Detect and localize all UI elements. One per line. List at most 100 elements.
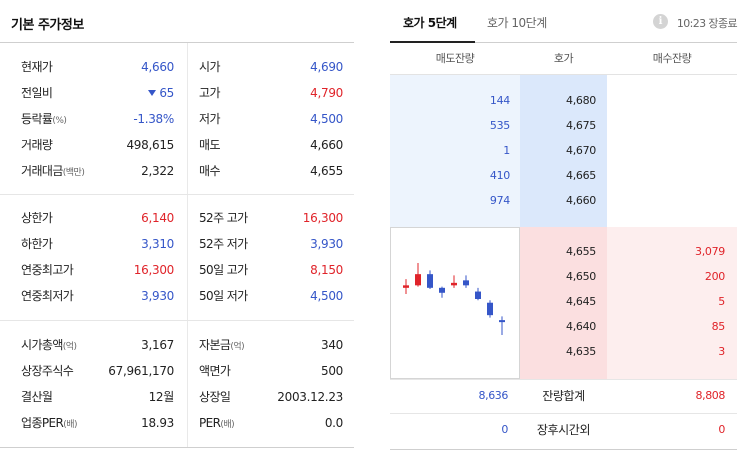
info-label: 결산월 (21, 390, 53, 404)
info-value: 16,300 (302, 211, 344, 225)
company-group: 시가총액(억) 3,167 자본금(억) 340 상장주식수 67,961,170 액면가 5… (0, 332, 354, 436)
info-value: 498,615 (126, 138, 174, 152)
bid-price[interactable]: 4,640 (566, 320, 596, 333)
candle (415, 262, 421, 287)
header-divider (390, 74, 737, 75)
candle-body (415, 274, 421, 286)
mini-chart-svg (403, 262, 505, 336)
info-row: 등락률(%) -1.38% 저가 4,500 (0, 106, 354, 132)
info-label: 매도 (199, 138, 220, 152)
bottom-divider (0, 447, 354, 448)
candle (463, 275, 469, 288)
ask-price[interactable]: 4,670 (566, 144, 596, 157)
header-price: 호가 (553, 52, 574, 65)
info-value: -1.38% (133, 112, 174, 126)
candle-body (451, 282, 457, 286)
ask-qty: 144 (489, 94, 510, 107)
ask-price[interactable]: 4,680 (566, 94, 596, 107)
info-label: 50일 저가 (199, 289, 248, 303)
info-value: 12월 (148, 390, 175, 404)
bid-price[interactable]: 4,655 (566, 245, 596, 258)
info-value: 4,660 (141, 60, 174, 74)
bid-area (607, 227, 737, 379)
header-ask-qty: 매도잔량 (435, 52, 475, 65)
info-value: 6,140 (141, 211, 174, 225)
info-value: 500 (320, 364, 343, 378)
info-label: 연중최저가 (21, 289, 74, 303)
mini-candle-chart (390, 227, 520, 379)
info-label: 저가 (199, 112, 220, 126)
basic-info-title: 기본 주가정보 (11, 18, 84, 33)
info-row: 시가총액(억) 3,167 자본금(억) 340 (0, 332, 354, 358)
group-divider (0, 194, 354, 195)
info-row: 상장주식수 67,961,170 액면가 500 (0, 358, 354, 384)
candle-body (427, 274, 433, 288)
info-value: 67,961,170 (108, 364, 174, 378)
info-label: 하한가 (21, 237, 53, 251)
info-row: 전일비 65 고가 4,790 (0, 80, 354, 106)
info-value: 4,660 (310, 138, 343, 152)
market-status: 10:23 장종료 (676, 17, 738, 30)
info-label: 연중최고가 (21, 263, 74, 277)
total-label: 잔량합계 (542, 389, 585, 403)
bid-qty: 3 (718, 345, 725, 358)
candle (451, 275, 457, 288)
candle (439, 286, 445, 298)
candle (487, 300, 493, 318)
info-label: 현재가 (21, 60, 53, 74)
bid-price[interactable]: 4,635 (566, 345, 596, 358)
candle-body (463, 280, 469, 286)
info-label: 상장일 (199, 390, 231, 404)
info-label: 상장주식수 (21, 364, 74, 378)
ask-area (390, 75, 520, 227)
tab-orderbook-10[interactable]: 호가 10단계 (487, 16, 547, 30)
info-label: 자본금(억) (199, 338, 245, 352)
bid-price[interactable]: 4,645 (566, 295, 596, 308)
info-value: 3,930 (310, 237, 343, 251)
info-row: 상한가 6,140 52주 고가 16,300 (0, 205, 354, 231)
info-label: 전일비 (21, 86, 53, 100)
limit-group: 상한가 6,140 52주 고가 16,300 하한가 3,310 52주 저가 3,930 연… (0, 205, 354, 309)
info-row: 결산월 12월 상장일 2003.12.23 (0, 384, 354, 410)
bottom-divider (390, 449, 737, 450)
column-divider (187, 43, 188, 194)
title-divider (0, 42, 354, 43)
bid-price[interactable]: 4,650 (566, 270, 596, 283)
after-hours-ask-qty: 0 (501, 423, 508, 436)
candle (427, 270, 433, 290)
info-value: 2,322 (141, 164, 174, 178)
ask-price[interactable]: 4,675 (566, 119, 596, 132)
ask-price[interactable]: 4,660 (566, 194, 596, 207)
info-value: 16,300 (133, 263, 175, 277)
active-tab-indicator (390, 41, 475, 43)
info-icon[interactable]: i (653, 14, 668, 29)
info-label: 거래대금(백만) (21, 164, 85, 178)
candle-body (475, 291, 481, 299)
after-hours-bid-qty: 0 (718, 423, 725, 436)
ask-price-area (520, 75, 607, 227)
tab-orderbook-5[interactable]: 호가 5단계 (403, 16, 457, 30)
bid-qty: 3,079 (695, 245, 725, 258)
info-row: 거래량 498,615 매도 4,660 (0, 132, 354, 158)
bid-qty: 5 (718, 295, 725, 308)
info-label: 거래량 (21, 138, 53, 152)
after-hours-label: 장후시간외 (536, 423, 591, 437)
info-row: 현재가 4,660 시가 4,690 (0, 54, 354, 80)
totals-divider (390, 379, 737, 380)
info-row: 연중최저가 3,930 50일 저가 4,500 (0, 283, 354, 309)
candle-body (487, 302, 493, 316)
info-label: 고가 (199, 86, 220, 100)
info-value: 3,167 (141, 338, 174, 352)
info-value: 18.93 (141, 416, 174, 430)
after-hours-divider (390, 413, 737, 414)
info-label: 상한가 (21, 211, 53, 225)
info-row: 업종PER(배) 18.93 PER(배) 0.0 (0, 410, 354, 436)
total-ask-qty: 8,636 (478, 389, 509, 402)
info-value: 2003.12.23 (277, 390, 343, 404)
info-row: 하한가 3,310 52주 저가 3,930 (0, 231, 354, 257)
info-value: 4,500 (310, 289, 343, 303)
info-label: 52주 저가 (199, 237, 248, 251)
candle (499, 316, 505, 336)
ask-price[interactable]: 4,665 (566, 169, 596, 182)
info-value: 65 (148, 80, 174, 106)
